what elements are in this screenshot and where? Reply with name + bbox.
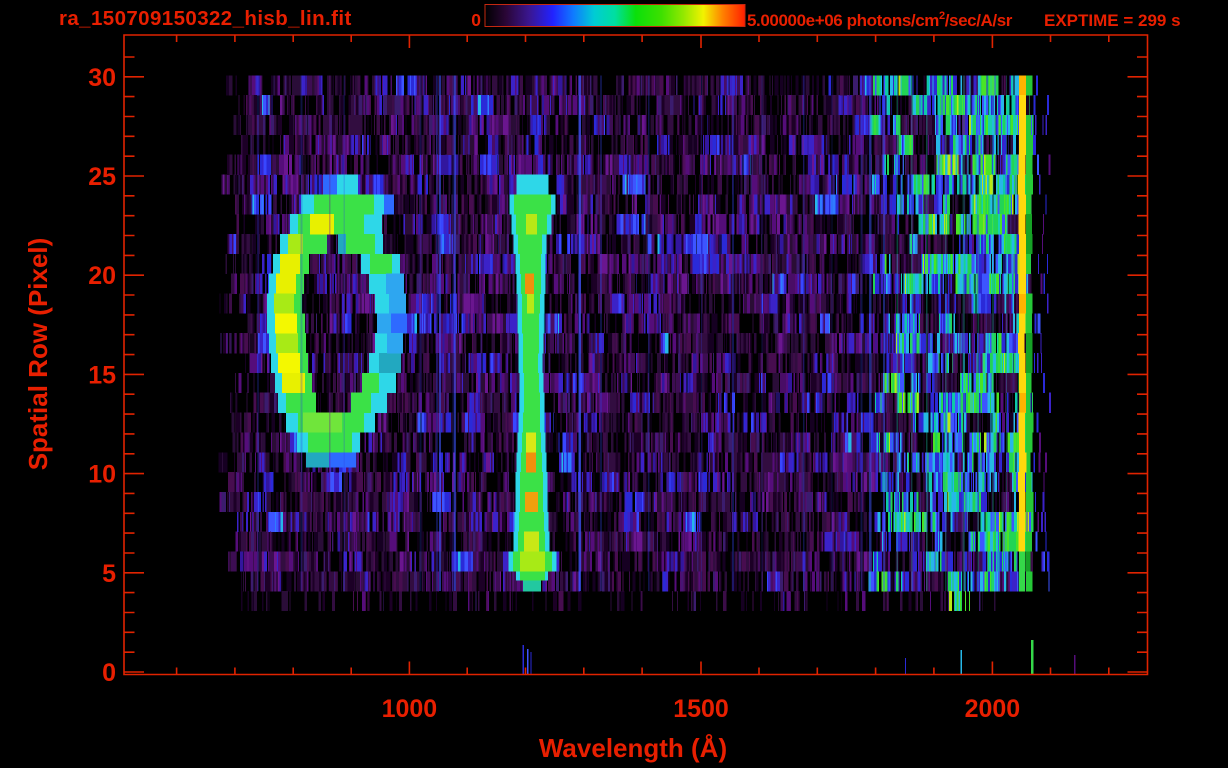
svg-text:15: 15 [88, 361, 116, 389]
svg-text:ra_150709150322_hisb_lin.fit: ra_150709150322_hisb_lin.fit [59, 7, 352, 30]
svg-text:Spatial Row (Pixel): Spatial Row (Pixel) [23, 238, 53, 471]
svg-text:1500: 1500 [673, 695, 729, 723]
svg-text:30: 30 [88, 64, 116, 92]
svg-text:0: 0 [102, 659, 116, 687]
svg-text:20: 20 [88, 262, 116, 290]
svg-text:5.00000e+06 photons/cm2/sec/A/: 5.00000e+06 photons/cm2/sec/A/sr [747, 10, 1013, 30]
svg-text:1000: 1000 [382, 695, 438, 723]
svg-text:EXPTIME = 299 s: EXPTIME = 299 s [1044, 11, 1181, 30]
svg-text:25: 25 [88, 163, 116, 191]
svg-text:0: 0 [471, 10, 481, 30]
svg-text:2000: 2000 [965, 695, 1021, 723]
svg-text:10: 10 [88, 461, 116, 489]
svg-text:Wavelength (Å): Wavelength (Å) [539, 733, 727, 763]
svg-text:5: 5 [102, 560, 116, 588]
